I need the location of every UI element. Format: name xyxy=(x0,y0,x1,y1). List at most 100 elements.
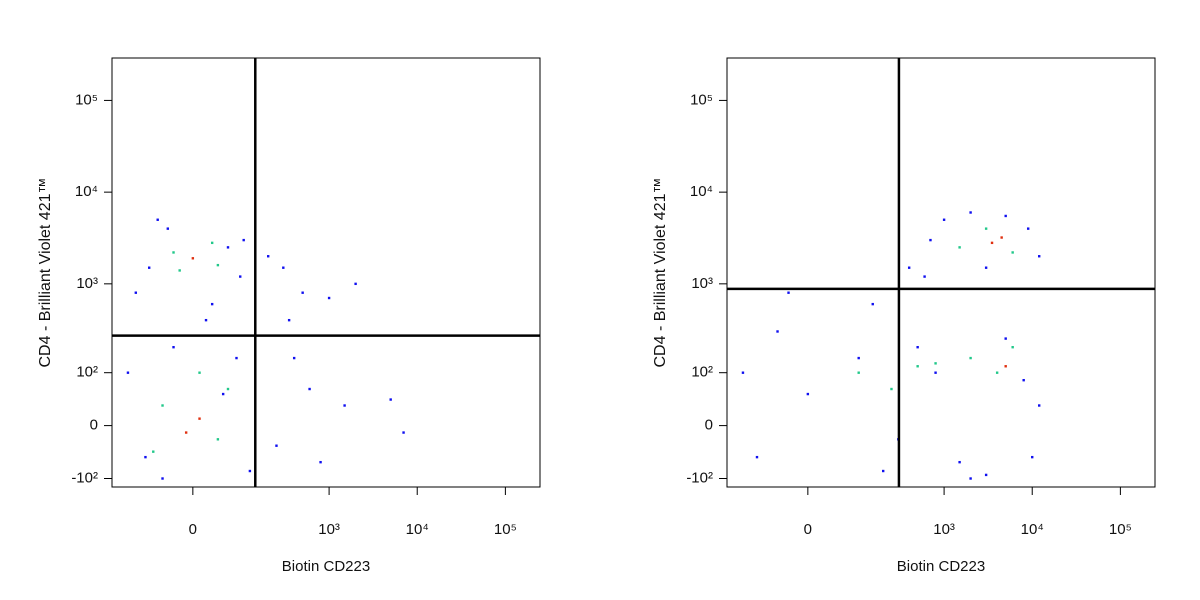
event-dot xyxy=(144,455,147,459)
x-tick-label: 0 xyxy=(189,521,197,538)
event-dot xyxy=(958,460,961,464)
event-dot xyxy=(166,227,170,230)
event-dot xyxy=(984,473,988,477)
event-dot xyxy=(1026,227,1030,230)
event-dot xyxy=(198,371,201,374)
event-dot xyxy=(389,398,392,401)
event-dot xyxy=(969,211,972,214)
event-dot xyxy=(1038,255,1041,258)
event-dot xyxy=(216,263,220,267)
y-axis-title: CD4 - Brilliant Violet 421™ xyxy=(652,177,669,367)
event-dot xyxy=(266,255,270,258)
event-dot xyxy=(275,444,278,447)
x-tick-label: 10⁴ xyxy=(406,521,429,538)
event-dot xyxy=(152,450,155,453)
y-tick-label: -10² xyxy=(686,469,713,486)
event-dot xyxy=(126,371,130,374)
event-dot xyxy=(248,469,252,473)
event-dot xyxy=(741,371,745,374)
event-dot xyxy=(210,241,214,245)
event-dot xyxy=(402,431,405,434)
event-dot xyxy=(287,318,291,322)
event-dot xyxy=(239,275,242,278)
event-dot xyxy=(282,266,285,269)
event-dot xyxy=(235,356,238,360)
event-dot xyxy=(242,238,245,242)
event-dot xyxy=(934,371,937,374)
y-tick-label: 10⁵ xyxy=(690,91,713,108)
event-dot xyxy=(871,302,874,306)
x-axis-title: Biotin CD223 xyxy=(282,558,370,575)
event-dot xyxy=(995,371,999,374)
event-dot xyxy=(172,251,175,254)
event-dot xyxy=(1011,345,1014,349)
event-dot xyxy=(934,362,937,365)
y-axis-title: CD4 - Brilliant Violet 421™ xyxy=(37,177,54,367)
event-dot xyxy=(210,302,214,306)
event-dot xyxy=(161,477,164,480)
event-dot xyxy=(184,431,188,434)
event-dot xyxy=(308,387,311,391)
event-dot xyxy=(301,291,304,294)
event-dot xyxy=(1022,378,1025,382)
event-dot xyxy=(198,417,201,420)
x-tick-label: 10⁵ xyxy=(1109,521,1132,538)
event-dot xyxy=(327,296,331,300)
event-dot xyxy=(1011,251,1014,254)
event-dot xyxy=(1031,455,1034,459)
event-dot xyxy=(916,365,919,368)
event-dot xyxy=(857,356,860,360)
event-dot xyxy=(1004,214,1007,218)
event-dot xyxy=(990,241,994,245)
event-dot xyxy=(1038,404,1041,407)
event-dot xyxy=(1004,337,1007,340)
event-dot xyxy=(178,269,181,272)
event-dot xyxy=(984,266,988,269)
y-tick-label: 0 xyxy=(90,417,98,434)
event-dot xyxy=(787,291,790,294)
event-dot xyxy=(226,246,230,249)
event-dot xyxy=(1000,236,1003,239)
event-dot xyxy=(929,238,932,242)
event-dot xyxy=(147,266,151,269)
y-tick-label: 10⁵ xyxy=(75,91,98,108)
event-dot xyxy=(343,404,346,407)
event-dot xyxy=(319,460,322,464)
event-dot xyxy=(776,330,779,333)
event-dot xyxy=(204,318,208,322)
event-dot xyxy=(907,266,911,269)
event-dot xyxy=(354,282,357,286)
event-dot xyxy=(881,469,885,473)
x-tick-label: 10⁵ xyxy=(494,521,517,538)
event-dot xyxy=(890,387,893,391)
y-tick-label: 10³ xyxy=(691,275,713,292)
event-dot xyxy=(958,246,961,249)
event-dot xyxy=(1004,365,1007,368)
plot-frame xyxy=(726,57,1156,488)
y-tick-label: 0 xyxy=(705,417,713,434)
event-dot xyxy=(923,275,926,278)
event-dot xyxy=(969,477,972,480)
x-tick-label: 10⁴ xyxy=(1021,521,1044,538)
y-tick-label: 10⁴ xyxy=(75,183,98,200)
event-dot xyxy=(156,218,159,221)
y-tick-label: 10³ xyxy=(76,275,98,292)
y-tick-label: -10² xyxy=(71,469,98,486)
event-dot xyxy=(916,345,919,349)
plot-frame xyxy=(111,57,541,488)
x-tick-label: 0 xyxy=(804,521,812,538)
event-dot xyxy=(221,392,225,396)
event-dot xyxy=(984,227,988,230)
event-dot xyxy=(226,387,230,391)
y-tick-label: 10⁴ xyxy=(690,183,713,200)
event-dot xyxy=(216,438,220,441)
event-dot xyxy=(969,356,972,360)
y-tick-label: 10² xyxy=(76,364,98,381)
event-dot xyxy=(172,345,175,349)
event-dot xyxy=(134,291,138,294)
event-dot xyxy=(857,371,860,374)
x-tick-label: 10³ xyxy=(933,521,955,538)
x-axis-title: Biotin CD223 xyxy=(897,558,985,575)
event-dot xyxy=(806,392,810,396)
